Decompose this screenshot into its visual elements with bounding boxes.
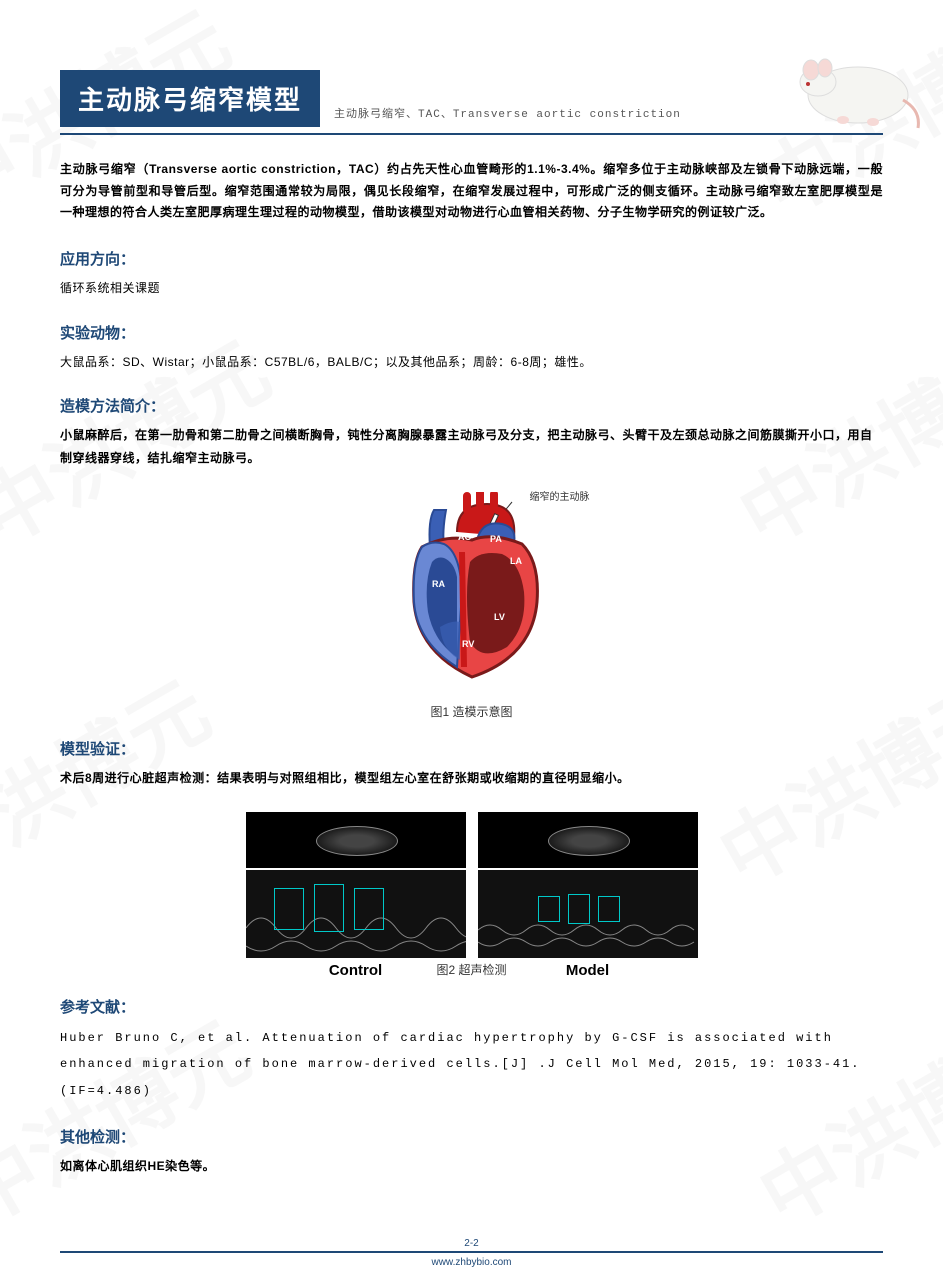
section-method-text: 小鼠麻醉后，在第一肋骨和第二肋骨之间横断胸骨，钝性分离胸腺暴露主动脉弓及分支，把… [60, 424, 883, 470]
section-application-text: 循环系统相关课题 [60, 277, 883, 300]
svg-text:LA: LA [510, 556, 522, 566]
section-reference-text: Huber Bruno C, et al. Attenuation of car… [60, 1025, 883, 1104]
heart-diagram: AO PA LA RA LV RV [362, 492, 582, 692]
section-application-title: 应用方向： [60, 248, 883, 269]
figure-2: Control Model 图2 超声检测 [60, 812, 883, 978]
ultrasound-control [246, 812, 466, 958]
mouse-illustration [773, 40, 923, 130]
ultrasound-model [478, 812, 698, 958]
fig2-label-model: Model [478, 962, 698, 979]
section-validation-title: 模型验证： [60, 738, 883, 759]
footer: 2-2 www.zhbybio.com [60, 1238, 883, 1268]
svg-text:PA: PA [490, 534, 502, 544]
svg-text:LV: LV [494, 612, 505, 622]
section-other-title: 其他检测： [60, 1126, 883, 1147]
fig1-annotation: 缩窄的主动脉 [530, 488, 590, 503]
page-title: 主动脉弓缩窄模型 [60, 70, 320, 127]
page-subtitle: 主动脉弓缩窄、TAC、Transverse aortic constrictio… [334, 105, 681, 121]
page-content: 主动脉弓缩窄模型 主动脉弓缩窄、TAC、Transverse aortic co… [0, 0, 943, 1220]
section-other-text: 如离体心肌组织HE染色等。 [60, 1155, 883, 1178]
section-validation-text: 术后8周进行心脏超声检测：结果表明与对照组相比，模型组左心室在舒张期或收缩期的直… [60, 767, 883, 790]
svg-text:AO: AO [458, 532, 472, 542]
section-animals-text: 大鼠品系：SD、Wistar；小鼠品系：C57BL/6，BALB/C；以及其他品… [60, 351, 883, 374]
fig2-label-control: Control [246, 962, 466, 979]
section-animals-title: 实验动物： [60, 322, 883, 343]
fig2-caption: 图2 超声检测 [60, 961, 883, 978]
header-divider [60, 133, 883, 135]
svg-text:RA: RA [432, 579, 445, 589]
header: 主动脉弓缩窄模型 主动脉弓缩窄、TAC、Transverse aortic co… [60, 70, 883, 127]
section-method-title: 造模方法简介： [60, 395, 883, 416]
svg-text:RV: RV [462, 639, 474, 649]
footer-url: www.zhbybio.com [60, 1257, 883, 1268]
section-reference-title: 参考文献： [60, 996, 883, 1017]
fig1-caption: 图1 造模示意图 [60, 703, 883, 720]
page-number: 2-2 [60, 1238, 883, 1249]
figure-1: 缩窄的主动脉 [60, 492, 883, 720]
intro-paragraph: 主动脉弓缩窄（Transverse aortic constriction，TA… [60, 159, 883, 224]
footer-divider [60, 1251, 883, 1253]
